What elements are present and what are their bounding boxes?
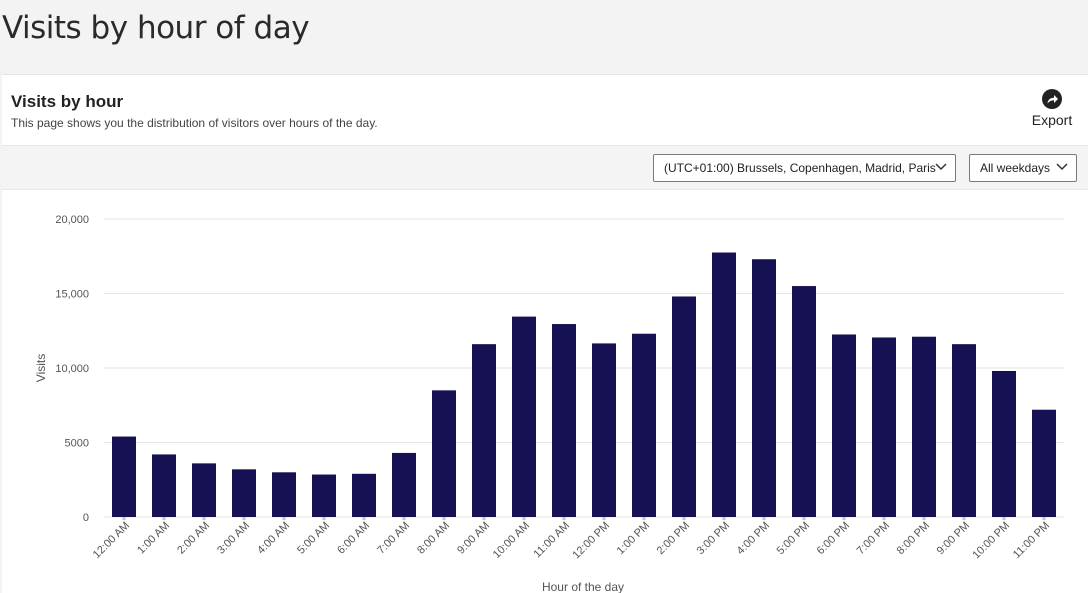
bar[interactable] [112,436,136,517]
x-tick-mark [322,517,326,520]
export-label: Export [1031,112,1073,128]
x-tick-label: 1:00 PM [615,520,652,557]
x-tick-label: 12:00 PM [570,520,612,562]
x-tick-mark [682,517,686,520]
bar[interactable] [992,370,1016,517]
weekdays-select[interactable]: All weekdays [969,154,1077,182]
x-tick-mark [122,517,126,520]
bar[interactable] [552,324,576,517]
x-tick-label: 3:00 AM [215,520,252,557]
x-tick-label: 6:00 AM [335,520,372,557]
x-tick-mark [602,517,606,520]
bar[interactable] [192,463,216,517]
x-tick-label: 6:00 PM [815,520,852,557]
bar[interactable] [712,252,736,517]
x-tick-label: 2:00 AM [175,520,212,557]
share-arrow-icon [1042,89,1062,109]
bar[interactable] [592,343,616,517]
x-tick-label: 10:00 PM [970,520,1012,562]
bar[interactable] [232,469,256,517]
x-tick-mark [482,517,486,520]
bar[interactable] [792,286,816,517]
x-tick-label: 7:00 AM [375,520,412,557]
y-tick-label: 0 [83,512,89,524]
x-tick-label: 5:00 AM [295,520,332,557]
x-tick-label: 5:00 PM [775,520,812,557]
x-tick-mark [802,517,806,520]
x-tick-mark [562,517,566,520]
x-tick-label: 12:00 AM [91,520,132,561]
x-tick-label: 1:00 AM [135,520,172,557]
y-axis-title: Visits [34,354,48,382]
bar[interactable] [152,454,176,517]
card-header: Visits by hour This page shows you the d… [2,75,1088,145]
bar[interactable] [512,316,536,517]
x-tick-mark [402,517,406,520]
y-tick-label: 5000 [65,438,89,450]
bar[interactable] [832,334,856,517]
visits-card: Visits by hour This page shows you the d… [2,74,1088,593]
timezone-select-value: (UTC+01:00) Brussels, Copenhagen, Madrid… [664,161,936,175]
x-tick-mark [922,517,926,520]
x-tick-label: 4:00 PM [735,520,772,557]
x-tick-label: 7:00 PM [855,520,892,557]
y-tick-label: 10,000 [55,363,89,375]
x-tick-mark [1042,517,1046,520]
bar[interactable] [432,390,456,517]
x-axis-title: Hour of the day [542,580,624,593]
x-tick-mark [442,517,446,520]
page-title: Visits by hour of day [2,10,310,46]
x-tick-mark [962,517,966,520]
export-button[interactable]: Export [1030,89,1074,128]
bar[interactable] [752,259,776,517]
x-tick-mark [722,517,726,520]
bar[interactable] [272,472,296,517]
timezone-select[interactable]: (UTC+01:00) Brussels, Copenhagen, Madrid… [653,154,956,182]
bar[interactable] [472,344,496,517]
x-tick-mark [202,517,206,520]
bar[interactable] [872,337,896,517]
x-tick-mark [882,517,886,520]
card-description: This page shows you the distribution of … [11,116,378,130]
x-tick-label: 11:00 PM [1011,520,1052,561]
bar[interactable] [632,333,656,517]
bar[interactable] [312,474,336,517]
chevron-down-icon [935,163,947,171]
x-tick-mark [282,517,286,520]
bar[interactable] [392,452,416,517]
x-tick-mark [162,517,166,520]
x-tick-mark [242,517,246,520]
x-tick-mark [642,517,646,520]
bar[interactable] [1032,409,1056,517]
x-tick-label: 8:00 AM [415,520,452,557]
bar[interactable] [352,473,376,517]
weekdays-select-value: All weekdays [980,161,1051,175]
x-tick-mark [362,517,366,520]
x-tick-label: 9:00 AM [455,520,492,557]
x-tick-label: 4:00 AM [255,520,292,557]
x-tick-label: 2:00 PM [655,520,692,557]
card-title: Visits by hour [11,92,124,111]
x-tick-label: 10:00 AM [491,520,532,561]
bar[interactable] [672,296,696,517]
y-tick-label: 15,000 [55,289,89,301]
x-tick-label: 11:00 AM [531,520,572,561]
bar[interactable] [912,336,936,517]
x-tick-mark [1002,517,1006,520]
x-tick-mark [762,517,766,520]
x-tick-mark [522,517,526,520]
x-tick-label: 3:00 PM [695,520,732,557]
x-tick-mark [842,517,846,520]
chevron-down-icon [1056,163,1068,171]
filter-bar: (UTC+01:00) Brussels, Copenhagen, Madrid… [2,145,1088,190]
x-tick-label: 9:00 PM [935,520,972,557]
y-tick-label: 20,000 [55,214,89,226]
bar[interactable] [952,344,976,517]
x-tick-label: 8:00 PM [895,520,932,557]
